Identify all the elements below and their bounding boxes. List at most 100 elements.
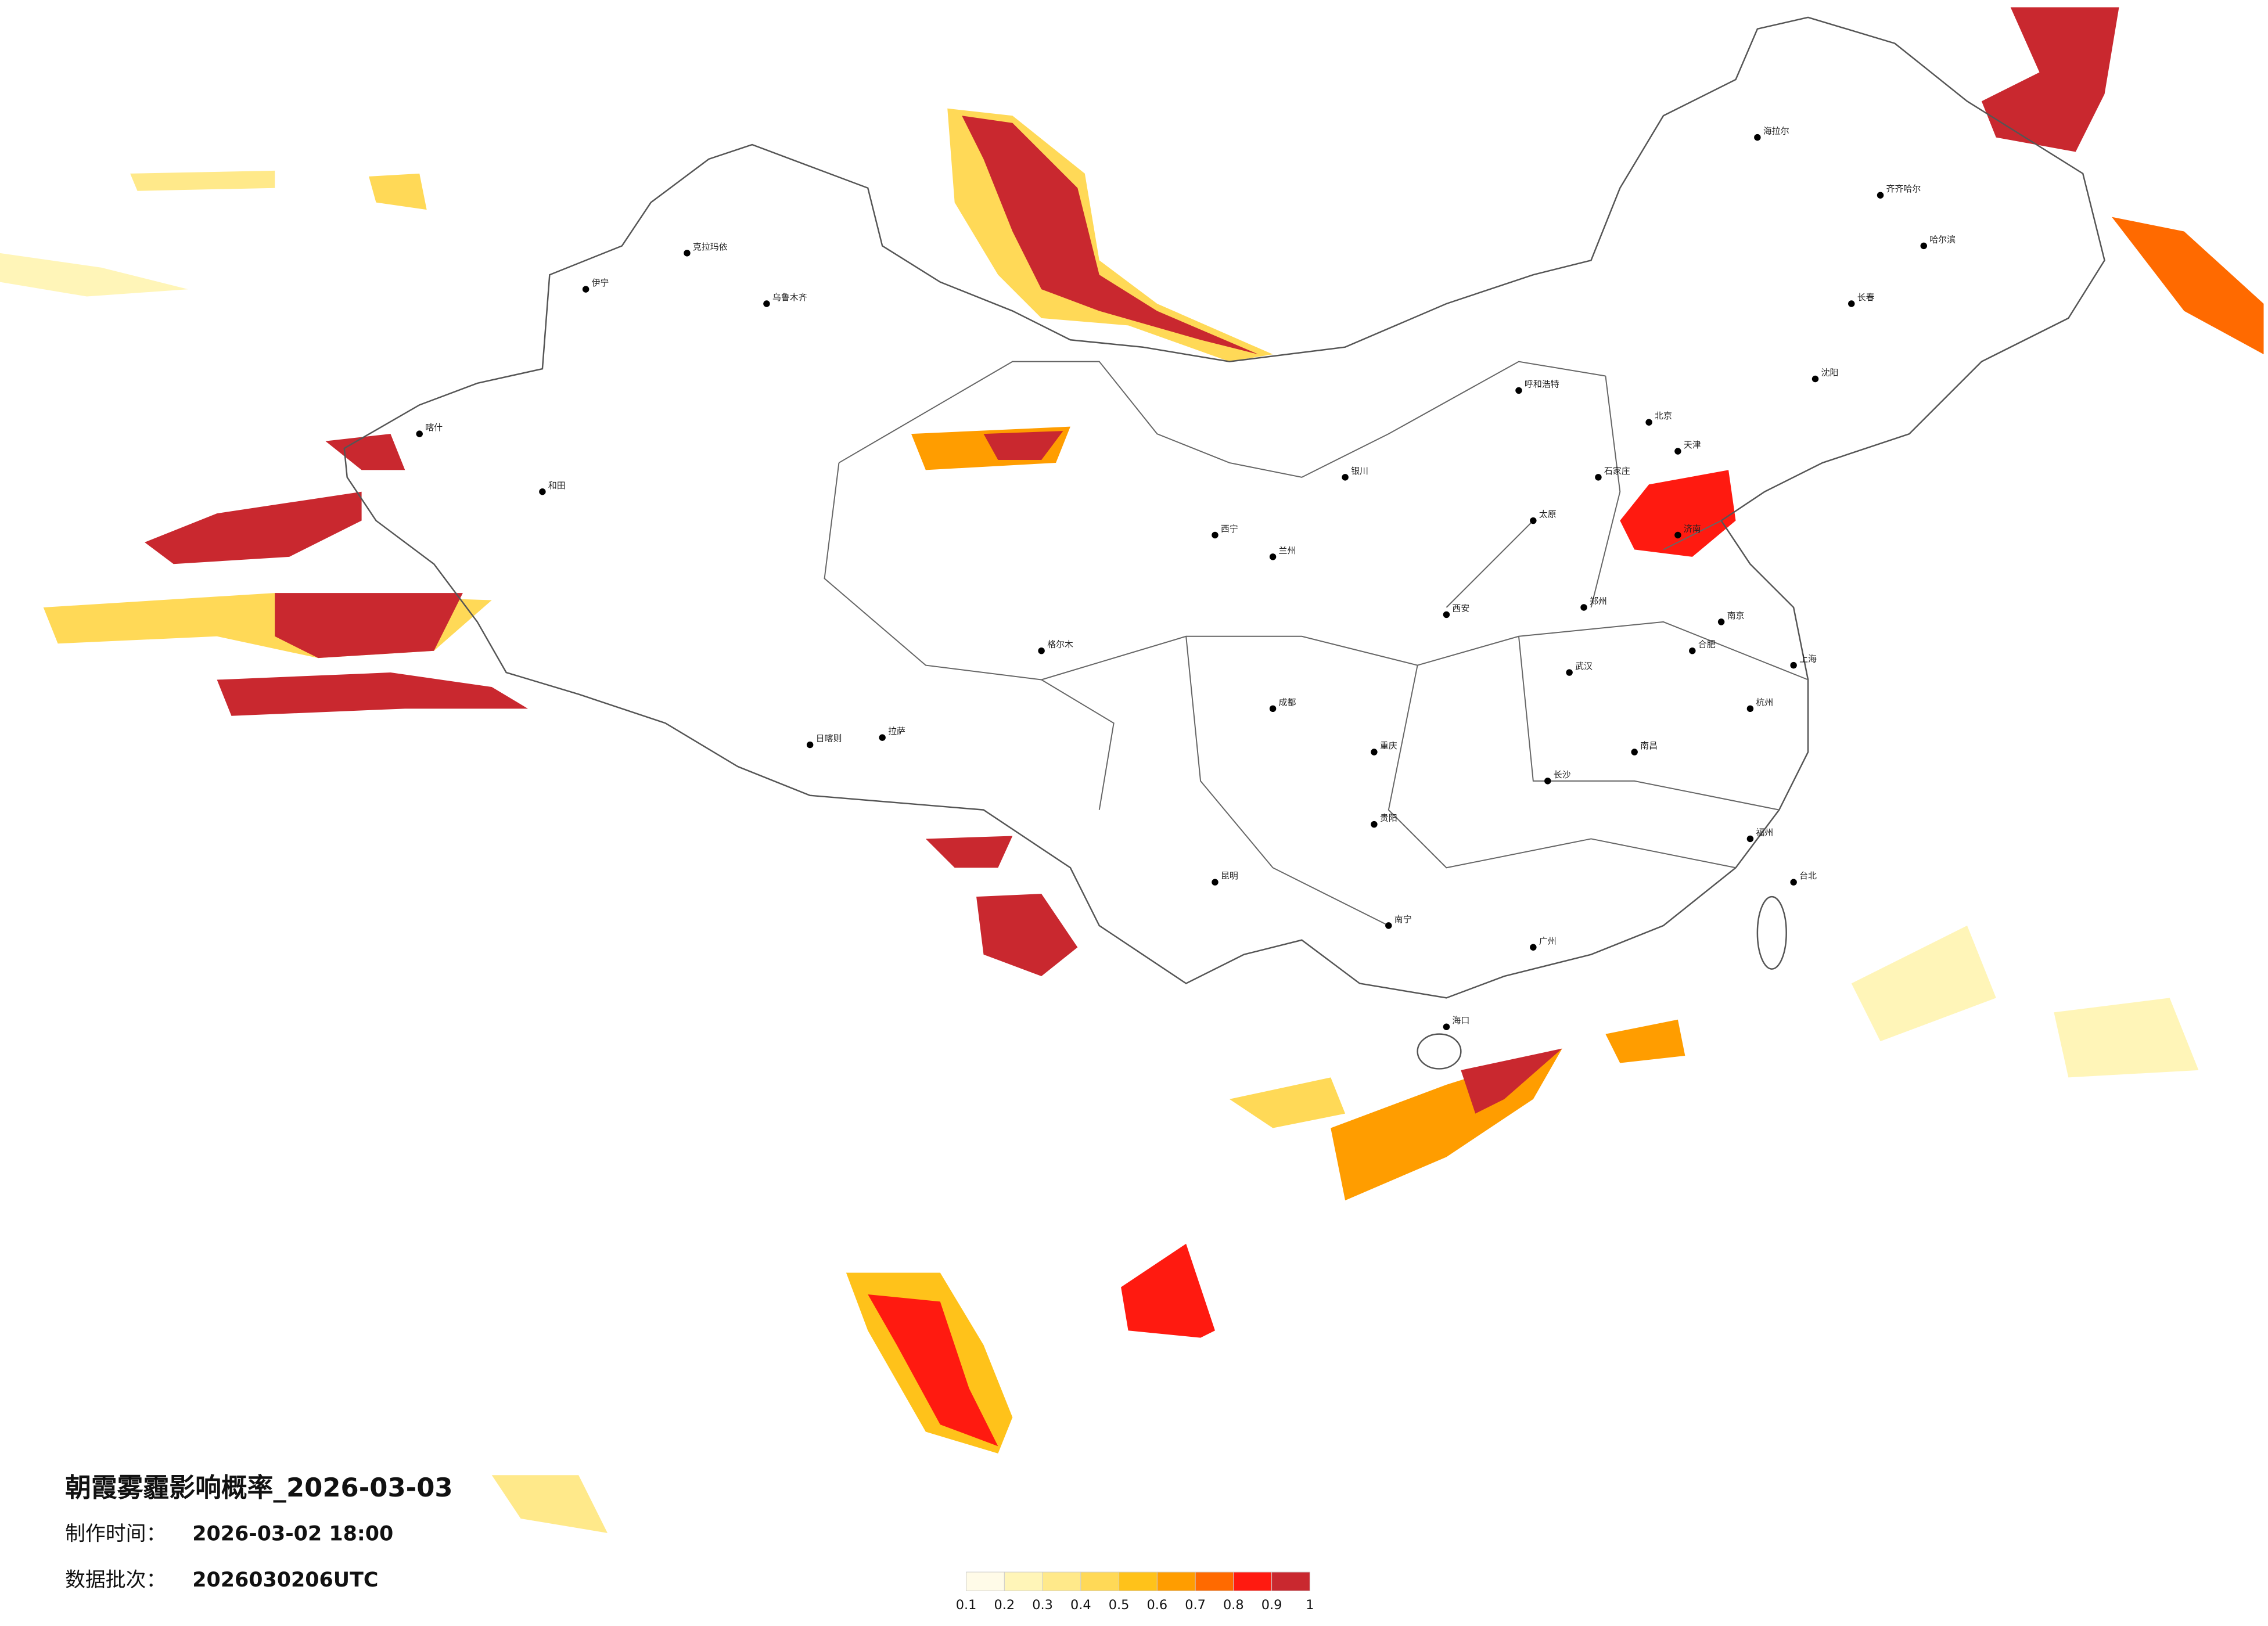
city-label: 郑州 xyxy=(1590,596,1607,606)
city-label: 伊宁 xyxy=(592,278,609,288)
city-label: 济南 xyxy=(1684,524,1701,534)
legend-tick-label: 0.7 xyxy=(1185,1598,1206,1613)
legend-tick-label: 0.3 xyxy=(1032,1598,1053,1613)
legend-swatch xyxy=(1119,1571,1158,1591)
legend-tick-label: 0.5 xyxy=(1109,1598,1130,1613)
city-dot xyxy=(1595,474,1602,481)
haze-area xyxy=(325,434,405,470)
city-label: 乌鲁木齐 xyxy=(772,292,807,303)
legend-swatch xyxy=(1233,1571,1273,1591)
legend-swatch xyxy=(1195,1571,1234,1591)
haze-area xyxy=(130,170,275,191)
haze-area xyxy=(1981,7,2119,152)
city-label: 杭州 xyxy=(1756,697,1773,707)
city-dot xyxy=(1038,647,1045,654)
city-dot xyxy=(1580,604,1587,611)
city-dot xyxy=(582,286,590,293)
haze-area xyxy=(491,1475,608,1533)
legend-tick-label: 0.8 xyxy=(1223,1598,1244,1613)
city-dot xyxy=(1385,922,1392,929)
city-label: 合肥 xyxy=(1698,639,1716,650)
city-label: 长沙 xyxy=(1554,769,1571,780)
city-label: 南昌 xyxy=(1640,740,1658,751)
city-dot xyxy=(1269,553,1277,560)
legend-swatch xyxy=(1080,1571,1120,1591)
city-label: 齐齐哈尔 xyxy=(1886,184,1921,194)
city-dot xyxy=(1920,242,1928,250)
city-dot xyxy=(1212,879,1219,886)
city-dot xyxy=(1342,474,1349,481)
haze-area xyxy=(1620,470,1736,557)
city-dot xyxy=(1371,821,1378,828)
city-label: 海拉尔 xyxy=(1763,126,1789,136)
haze-area xyxy=(1851,925,1996,1042)
province-border xyxy=(824,361,1809,926)
city-label: 石家庄 xyxy=(1604,466,1630,476)
haze-area xyxy=(145,491,362,564)
legend-swatch xyxy=(966,1571,1005,1591)
city-label: 上海 xyxy=(1799,654,1817,664)
city-dot xyxy=(1811,375,1819,383)
city-dot xyxy=(1530,944,1537,951)
city-label: 太原 xyxy=(1539,509,1557,520)
city-dot xyxy=(1443,611,1450,618)
city-label: 沈阳 xyxy=(1821,368,1838,378)
city-dot xyxy=(1269,705,1277,713)
legend-tick-label: 0.2 xyxy=(994,1598,1015,1613)
city-dot xyxy=(879,734,886,741)
haze-area xyxy=(275,593,463,659)
city-label: 贵阳 xyxy=(1380,813,1397,823)
haze-area xyxy=(925,836,1013,868)
city-label: 南宁 xyxy=(1394,914,1412,924)
city-dot xyxy=(1746,705,1754,713)
map-title: 朝霞雾霾影响概率_2026-03-03 xyxy=(65,1472,453,1503)
legend-swatch xyxy=(1042,1571,1081,1591)
legend-swatch xyxy=(1004,1571,1043,1591)
haze-area xyxy=(983,431,1063,460)
city-label: 克拉玛依 xyxy=(693,242,728,252)
haze-area xyxy=(1605,1019,1685,1063)
city-label: 天津 xyxy=(1684,440,1701,450)
city-label: 昆明 xyxy=(1221,870,1238,881)
city-label: 西宁 xyxy=(1221,524,1238,534)
city-label: 呼和浩特 xyxy=(1525,379,1559,389)
city-dot xyxy=(1443,1023,1450,1030)
city-dot xyxy=(1877,192,1884,199)
city-dot xyxy=(416,430,423,437)
city-label: 长春 xyxy=(1857,292,1875,303)
city-dot xyxy=(1674,531,1681,539)
haze-area xyxy=(1229,1077,1346,1128)
hainan xyxy=(1417,1033,1462,1070)
city-label: 拉萨 xyxy=(888,726,905,736)
city-dot xyxy=(1754,134,1761,141)
city-dot xyxy=(1689,647,1696,654)
haze-area xyxy=(2112,217,2264,355)
city-dot xyxy=(763,300,770,307)
city-dot xyxy=(1746,835,1754,843)
legend-tick-label: 0.1 xyxy=(956,1598,977,1613)
city-dot xyxy=(1790,879,1797,886)
city-dot xyxy=(1530,517,1537,524)
haze-area xyxy=(2054,998,2199,1078)
legend-tick-label: 0.9 xyxy=(1261,1598,1282,1613)
legend-tick-label: 0.4 xyxy=(1070,1598,1091,1613)
city-label: 格尔木 xyxy=(1047,639,1073,650)
city-dot xyxy=(1674,448,1681,455)
batch-label: 数据批次： xyxy=(65,1569,166,1592)
legend-tick-label: 1 xyxy=(1306,1598,1314,1613)
city-dot xyxy=(684,250,691,257)
city-dot xyxy=(1544,778,1551,785)
made-time: 2026-03-02 18:00 xyxy=(192,1522,393,1545)
city-dot xyxy=(1212,531,1219,539)
city-dot xyxy=(1566,669,1573,676)
country-border xyxy=(343,16,2105,999)
city-dot xyxy=(1848,300,1855,307)
haze-area xyxy=(0,253,188,297)
city-dot xyxy=(1631,749,1638,756)
city-label: 海口 xyxy=(1452,1015,1469,1026)
haze-area xyxy=(369,173,427,210)
city-label: 和田 xyxy=(548,480,566,491)
city-dot xyxy=(1790,661,1797,669)
